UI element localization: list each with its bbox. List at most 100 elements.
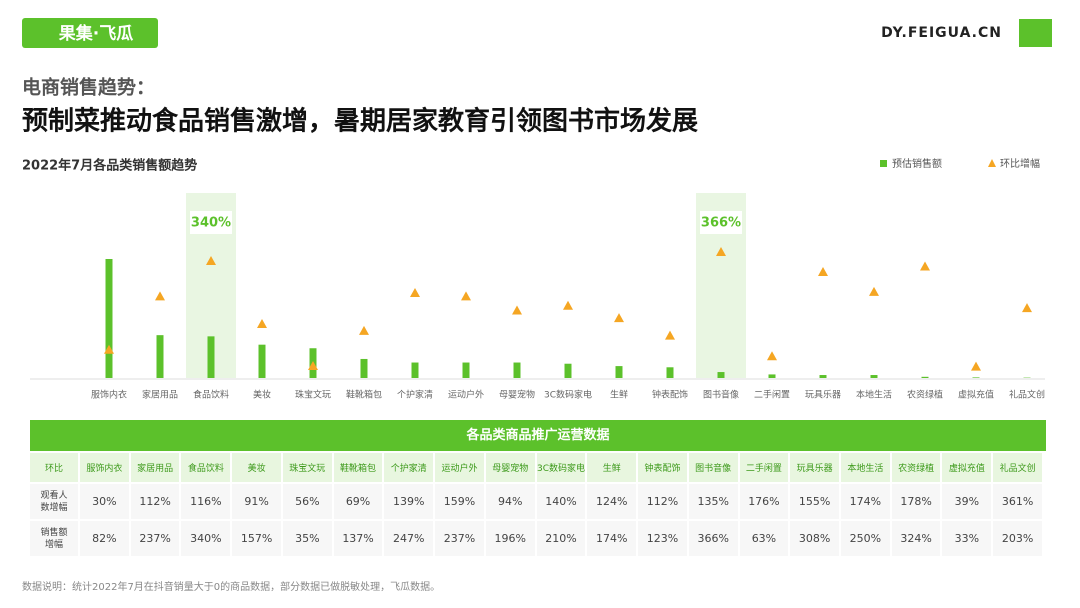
x-tick-label: 美妆 [253, 389, 271, 401]
legend-swatch [988, 159, 996, 167]
header-row: 环比 服饰内衣 家居用品 食品饮料 美妆 珠宝文玩 鞋靴箱包 个护家清 运动户外 母婴宠物 3C数码… [30, 453, 1042, 482]
site: DY.FEIGUA.CN [881, 25, 1002, 41]
triangle-marker [410, 287, 420, 297]
triangle-marker [155, 291, 165, 301]
data-label: 366% [701, 216, 741, 231]
header-cell: 服饰内衣 [80, 453, 129, 482]
table-cell: 112% [638, 484, 687, 519]
table-cell: 196% [485, 521, 535, 556]
bar [462, 362, 470, 378]
header-cell: 虚拟充值 [942, 453, 992, 482]
x-tick-label: 虚拟充值 [958, 389, 994, 401]
header-cell: 食品饮料 [181, 453, 231, 482]
table-row: 观看人数增幅 30% 112% 116% 91% 56% 69% 139% 159% 94% 140… [30, 484, 1042, 519]
table-cell: 203% [993, 521, 1042, 556]
label-bg [190, 211, 232, 234]
header-cell: 美妆 [232, 453, 281, 482]
table-cell: 178% [891, 484, 941, 519]
table-cell: 237% [130, 521, 180, 556]
triangle-marker [1022, 303, 1032, 313]
triangle-marker [257, 318, 267, 328]
table-cell: 174% [587, 521, 637, 556]
table-cell: 176% [739, 484, 789, 519]
table-cell: 116% [181, 484, 231, 519]
triangle-marker [614, 313, 624, 323]
x-tick-label: 农资绿植 [907, 389, 943, 401]
x-tick-label: 图书音像 [703, 389, 739, 401]
triangle-marker [818, 266, 828, 276]
kicker: 电商销售趋势： [22, 76, 155, 99]
table-cell: 366% [688, 521, 738, 556]
table-row: 销售额增幅 82% 237% 340% 157% 35% 137% 247% 237% 196% 2… [30, 521, 1042, 556]
table-cell: 137% [333, 521, 383, 556]
header-cell: 运动户外 [435, 453, 484, 482]
x-tick-label: 母婴宠物 [499, 389, 535, 401]
header-cell: 农资绿植 [891, 453, 941, 482]
table-cell: 69% [333, 484, 383, 519]
header-cell: 本地生活 [841, 453, 890, 482]
table-cell: 82% [80, 521, 129, 556]
triangle-marker [104, 344, 114, 354]
bar [411, 362, 419, 378]
bar [717, 372, 725, 378]
table-cell: 35% [282, 521, 332, 556]
triangle-marker [716, 247, 726, 256]
bar [819, 375, 827, 378]
triangle-marker [359, 325, 369, 335]
logo-bg [22, 18, 158, 48]
data-label: 340% [191, 216, 231, 231]
table-cell: 324% [891, 521, 941, 556]
bar [258, 344, 266, 378]
triangle-marker [767, 351, 777, 361]
chart-title: 2022年7月各品类销售额趋势 [22, 158, 197, 174]
header-cell: 生鲜 [587, 453, 637, 482]
table-cell: 112% [130, 484, 180, 519]
bar [972, 377, 980, 378]
header-cell: 环比 [30, 453, 78, 482]
x-tick-label: 鞋靴箱包 [346, 389, 382, 401]
legend-label: 预估销售额 [892, 157, 942, 170]
bar [513, 362, 521, 378]
triangle-marker [308, 360, 318, 370]
x-tick-label: 家居用品 [142, 389, 178, 401]
table-cell: 210% [536, 521, 586, 556]
table-cell: 135% [688, 484, 738, 519]
bar [360, 358, 368, 378]
table-cell: 139% [384, 484, 434, 519]
triangle-marker [920, 261, 930, 271]
legend-swatch [880, 160, 887, 167]
table-cell: 33% [942, 521, 992, 556]
table-cell: 39% [942, 484, 992, 519]
table-cell: 94% [485, 484, 535, 519]
table-cell: 91% [232, 484, 281, 519]
row-label: 销售额增幅 [30, 521, 78, 556]
x-tick-label: 钟表配饰 [652, 389, 688, 401]
grid: 环比 服饰内衣 家居用品 食品饮料 美妆 珠宝文玩 鞋靴箱包 个护家清 运动户外 母婴宠物 3C数码… [28, 451, 1044, 558]
bar [615, 366, 623, 378]
triangle-marker [665, 330, 675, 340]
header-cell: 个护家清 [384, 453, 434, 482]
header-cell: 3C数码家电 [536, 453, 586, 482]
bar [921, 376, 929, 378]
legend-label: 环比增幅 [1000, 157, 1040, 170]
x-tick-label: 生鲜 [610, 389, 628, 401]
table-cell: 155% [790, 484, 840, 519]
x-tick-label: 礼品文创 [1009, 389, 1045, 401]
x-tick-label: 玩具乐器 [805, 389, 841, 401]
bar [156, 335, 164, 378]
table-cell: 247% [384, 521, 434, 556]
header-cell: 钟表配饰 [638, 453, 687, 482]
bar [666, 367, 674, 378]
table-cell: 124% [587, 484, 637, 519]
header-cell: 礼品文创 [993, 453, 1042, 482]
x-tick-label: 个护家清 [397, 389, 433, 401]
table-cell: 140% [536, 484, 586, 519]
x-tick-label: 运动户外 [448, 389, 484, 401]
footnote: 数据说明：统计2022年7月在抖音销量大于0的商品数据，部分数据已做脱敏处理，飞… [22, 582, 441, 593]
triangle-marker [206, 255, 216, 265]
x-tick-label: 3C数码家电 [544, 389, 592, 401]
table-cell: 123% [638, 521, 687, 556]
table-cell: 361% [993, 484, 1042, 519]
